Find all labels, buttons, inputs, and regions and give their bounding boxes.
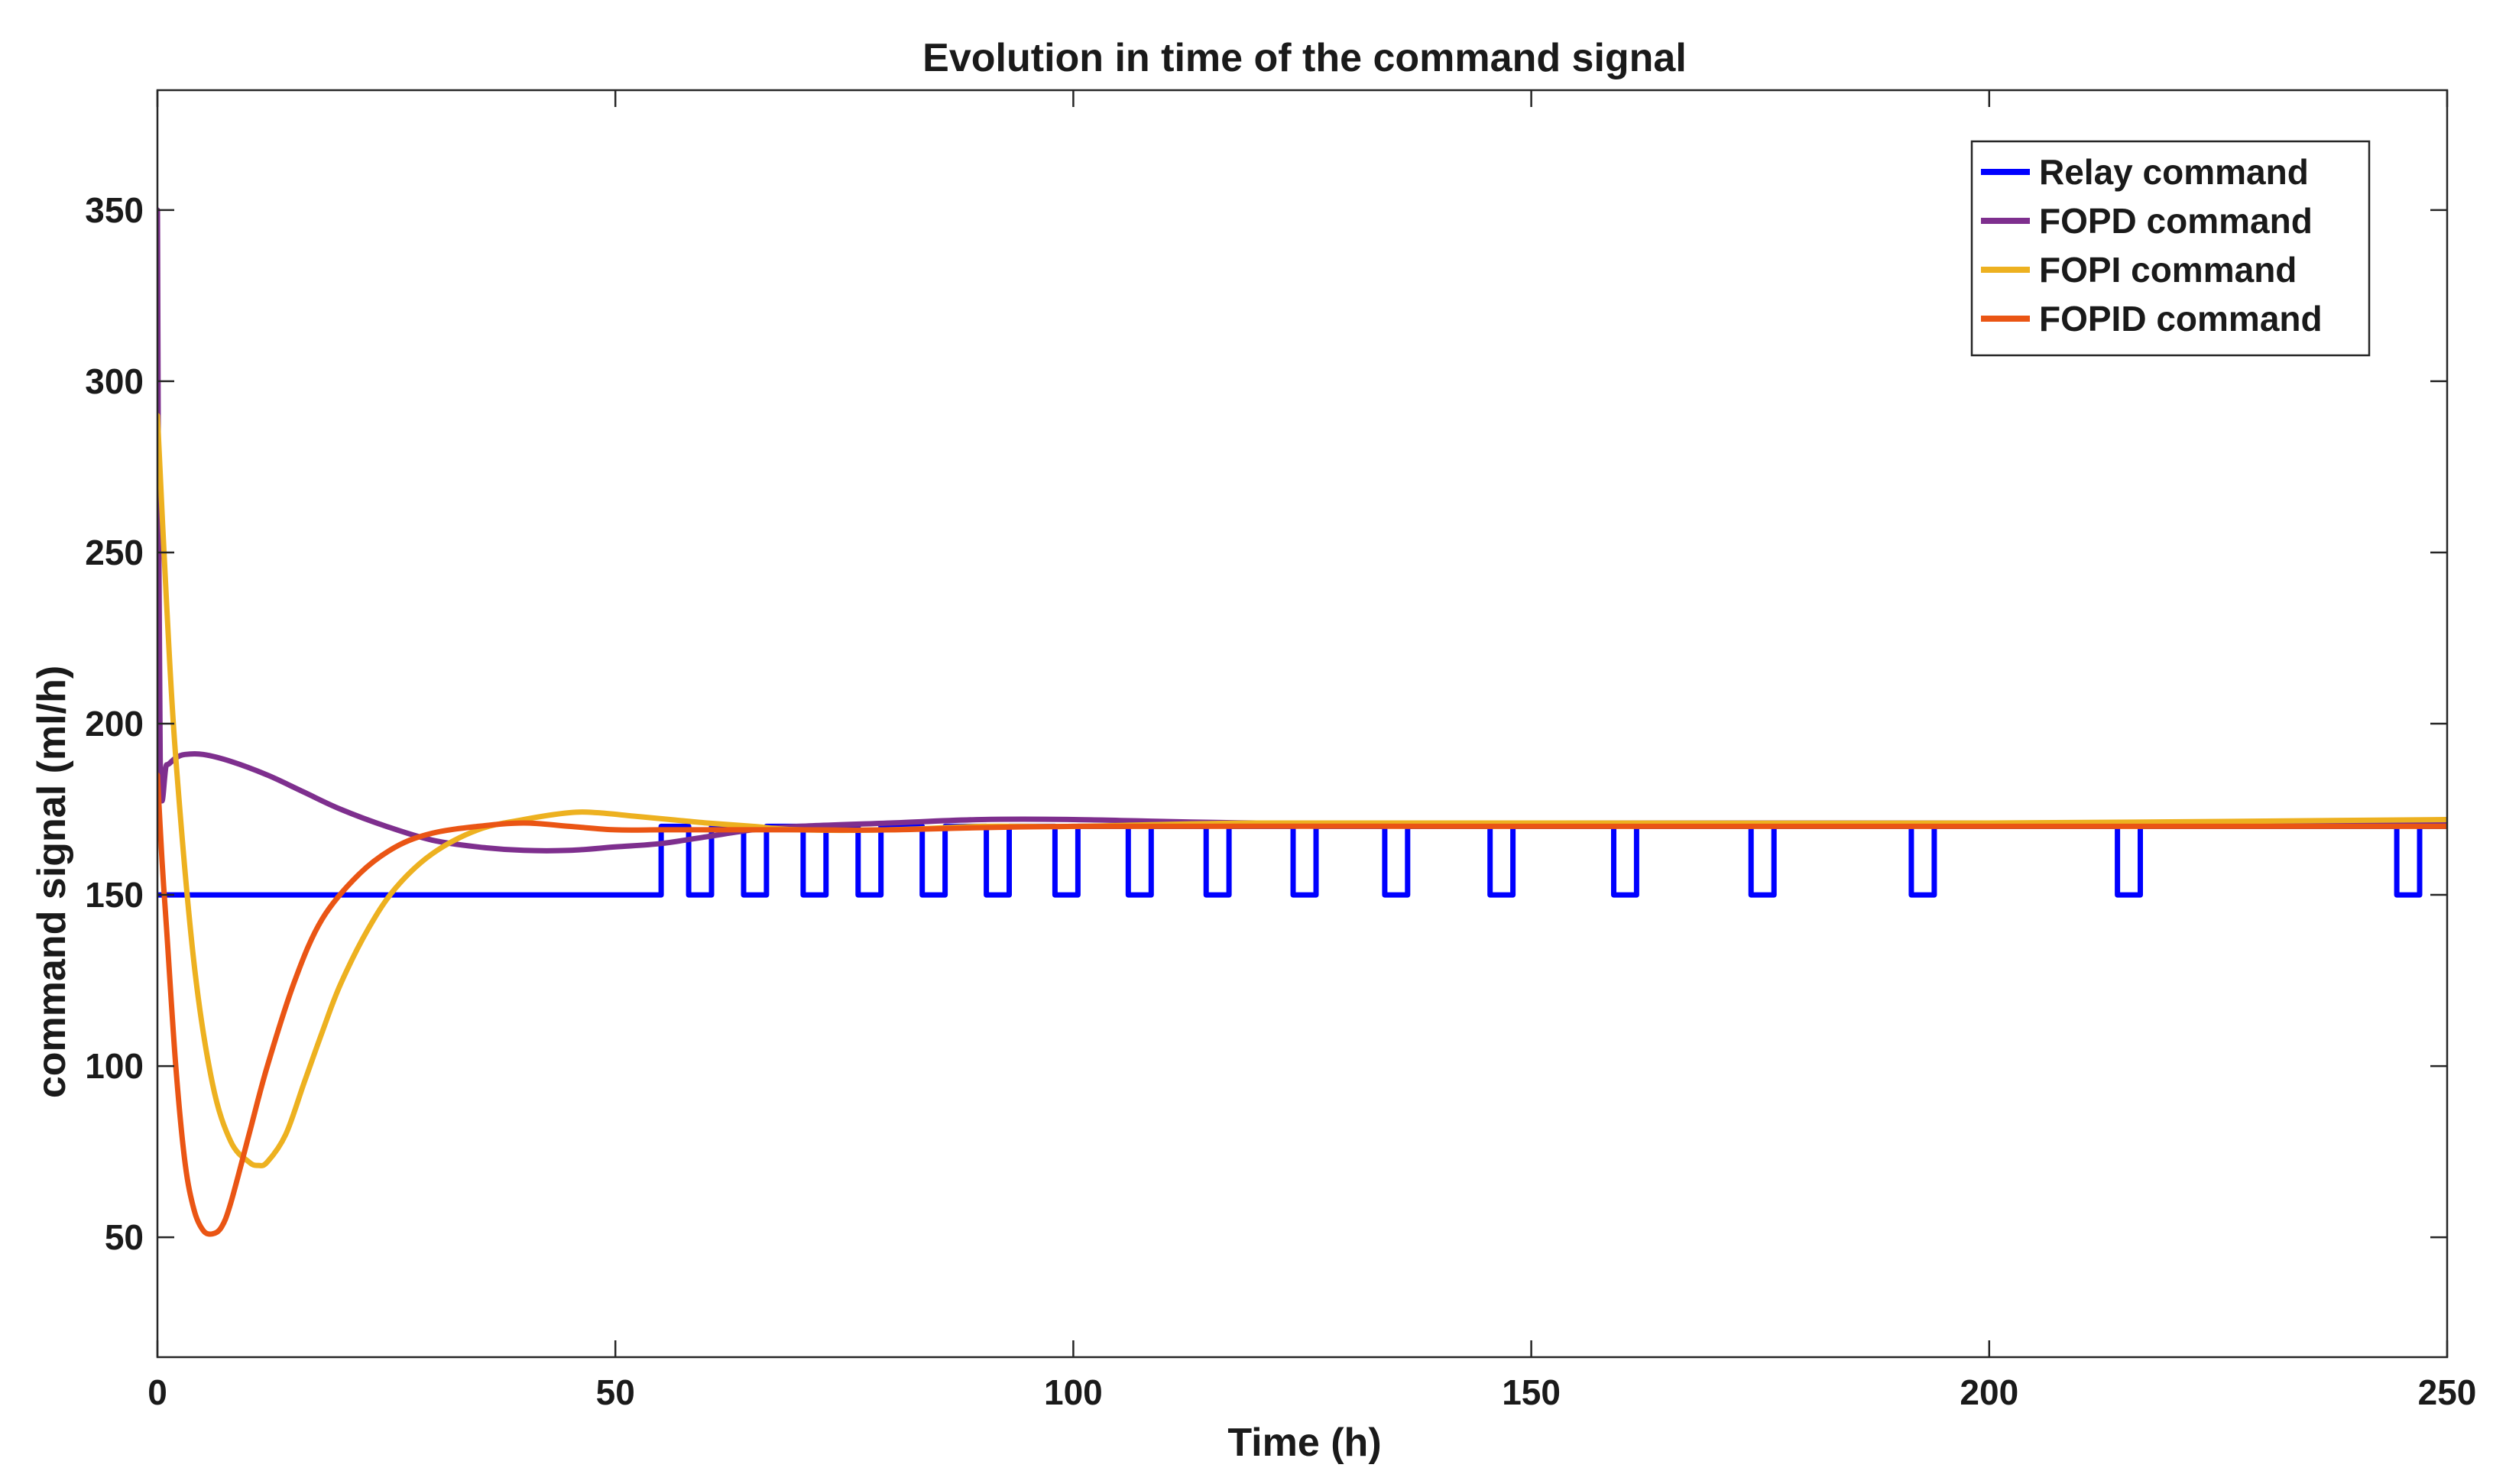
series-line-4	[157, 772, 2447, 1237]
legend-label: Relay command	[2039, 152, 2309, 192]
y-tick-label: 50	[105, 1217, 144, 1257]
x-tick-label: 250	[2418, 1372, 2477, 1412]
x-tick-label: 200	[1960, 1372, 2018, 1412]
legend: Relay command FOPD command FOPI command FOP…	[1970, 140, 2371, 357]
y-tick-label: 100	[85, 1046, 144, 1086]
y-tick-label: 250	[85, 533, 144, 572]
y-tick-label: 300	[85, 361, 144, 401]
x-tick-label: 0	[148, 1372, 167, 1412]
series-line-1	[157, 823, 2447, 898]
legend-box	[1970, 140, 2371, 357]
series-group	[157, 207, 2447, 1237]
y-axis: 50 100 150 200 250 300 350	[85, 190, 2447, 1257]
x-axis-label: Time (h)	[1227, 1421, 1381, 1465]
y-tick-label: 150	[85, 875, 144, 915]
y-axis-label: command signal (ml/h)	[30, 666, 74, 1098]
x-tick-label: 100	[1044, 1372, 1103, 1412]
x-tick-label: 50	[596, 1372, 635, 1412]
y-tick-label: 200	[85, 704, 144, 744]
legend-label: FOPI command	[2039, 250, 2297, 290]
legend-label: FOPD command	[2039, 201, 2313, 241]
plot-area	[156, 89, 2449, 1359]
x-axis: 0 50 100 150 200 250	[148, 90, 2476, 1412]
y-tick-label: 350	[85, 190, 144, 230]
chart-title: Evolution in time of the command signal	[922, 36, 1687, 80]
legend-label: FOPID command	[2039, 299, 2323, 339]
x-tick-label: 150	[1502, 1372, 1561, 1412]
